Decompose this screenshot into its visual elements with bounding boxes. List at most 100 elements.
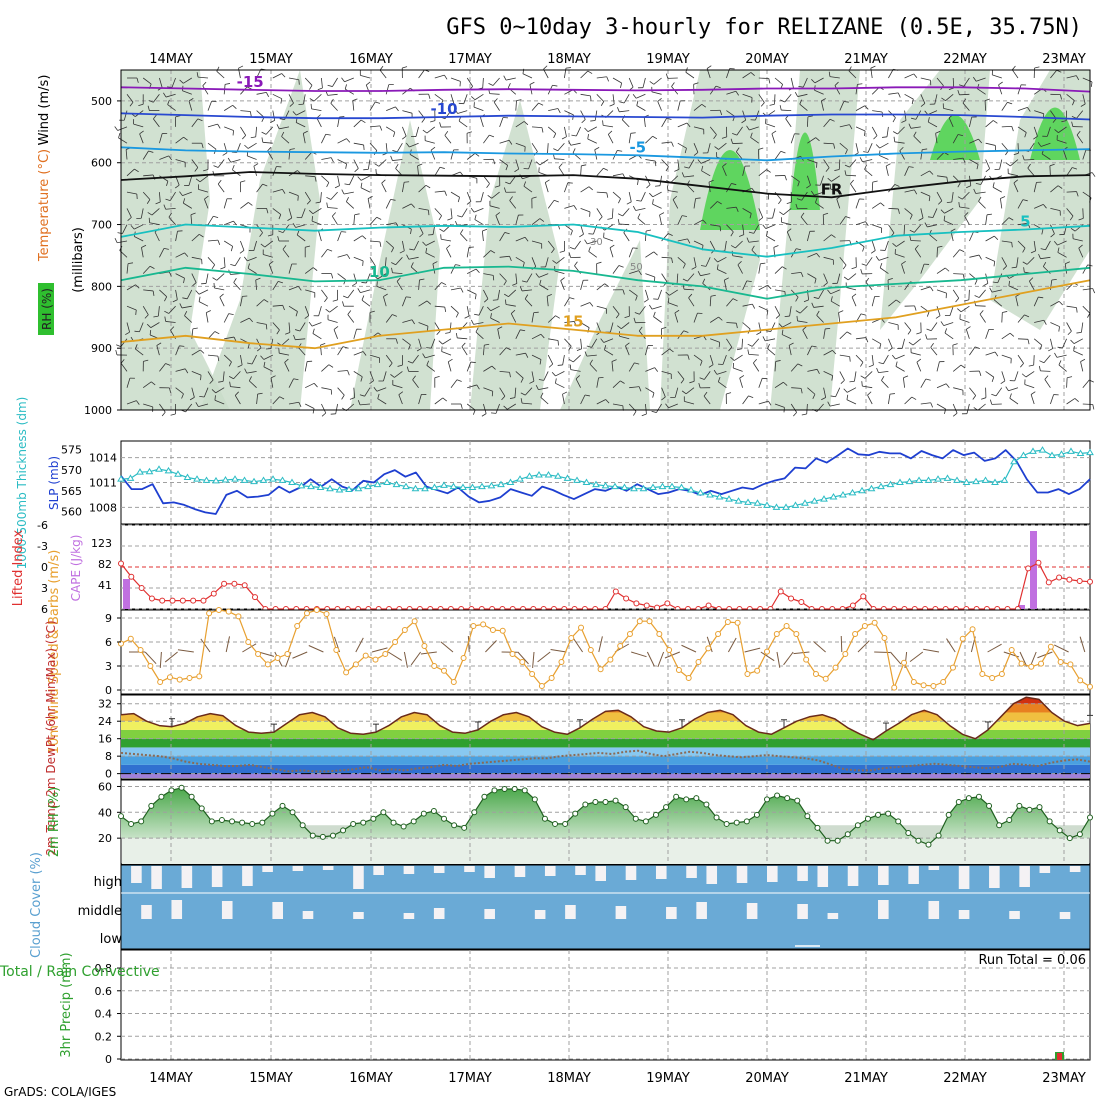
wind-barb <box>934 94 938 105</box>
wind-barb-flag <box>294 329 301 332</box>
wind-barb-flag <box>767 343 770 349</box>
wind-barb-flag <box>509 196 513 201</box>
wind-speed-marker <box>852 631 859 637</box>
wind-barb <box>807 253 817 258</box>
wind-barb <box>596 322 601 332</box>
rh-marker <box>864 815 871 822</box>
wind-barb-flag <box>605 399 610 404</box>
wind-barb-flag <box>870 250 876 254</box>
wind-barb <box>659 214 662 225</box>
wind-barb <box>304 151 313 160</box>
bottom-date-label: 14MAY <box>149 1071 193 1086</box>
wind-barb-flag <box>555 378 557 384</box>
wind-barb-flag <box>788 342 794 346</box>
wind-barb-flag <box>281 73 286 78</box>
thickness-marker <box>117 475 125 482</box>
wind-barb-flag <box>298 402 302 407</box>
wind-barb <box>377 273 387 280</box>
wind-barb <box>483 175 490 184</box>
thickness-marker <box>506 478 515 485</box>
wind-barb-flag <box>950 228 956 232</box>
wind-barb <box>304 306 310 316</box>
wind-barb-flag <box>504 232 510 235</box>
wind-barb-flag <box>444 190 447 196</box>
wind-barb-flag <box>362 351 367 356</box>
wind-barb <box>953 387 963 391</box>
wind-barb-flag <box>181 393 184 399</box>
wind-barb <box>191 159 199 168</box>
bottom-date-label: 17MAY <box>448 1071 492 1086</box>
wind-barb-flag <box>397 364 403 367</box>
wind-speed-marker <box>1087 683 1093 690</box>
wind-barb-flag <box>506 347 511 351</box>
wind-barb-flag <box>230 263 236 267</box>
wind-barb <box>376 285 387 291</box>
wind-barb-flag <box>568 358 574 363</box>
wind-barb-flag <box>957 308 962 313</box>
wind-barb-flag <box>447 217 453 221</box>
wind-barb-flag <box>204 195 209 200</box>
rh-marker <box>996 822 1003 829</box>
lifted-index-marker <box>633 600 640 607</box>
wind-barb <box>395 257 403 265</box>
wind-barb-flag <box>289 148 295 150</box>
wind-barb <box>478 306 484 316</box>
bottom-date-label: 20MAY <box>745 1071 789 1086</box>
wind-barb <box>914 248 922 258</box>
wind-barb <box>461 208 468 218</box>
wind-barb-flag <box>879 263 883 268</box>
rh-marker <box>340 827 347 834</box>
wind-barb <box>515 329 521 339</box>
wind-barb-flag <box>1023 267 1025 273</box>
wind-barb <box>473 322 484 325</box>
wind-barb-flag <box>989 287 993 293</box>
wind-barb-flag <box>888 347 893 352</box>
wind-speed-marker <box>1018 660 1025 667</box>
wind-barb <box>628 289 638 297</box>
wind-barb-flag <box>622 289 625 295</box>
wind-barb <box>717 269 727 274</box>
wind-barb <box>360 289 371 294</box>
wind-barb <box>531 240 542 244</box>
rh-marker <box>784 795 791 802</box>
wind-barb-flag <box>1002 265 1007 270</box>
wind-barb <box>1066 208 1074 217</box>
wind-barb-flag <box>659 212 665 216</box>
wind-barb-flag <box>830 395 836 398</box>
wind-barb <box>936 247 938 258</box>
wind-barb <box>207 354 218 357</box>
wind-barb-flag <box>611 359 617 362</box>
wind-barb-flag <box>352 282 357 287</box>
wind-barb-flag <box>636 100 639 106</box>
wind-barb <box>586 354 597 357</box>
wind-barb-flag <box>626 201 632 205</box>
wind-barb-flag <box>666 117 672 120</box>
wind-barb <box>1064 263 1067 274</box>
wind-barb <box>515 214 519 225</box>
wind-barb-flag <box>309 85 313 90</box>
wind-barb <box>872 224 882 229</box>
wind-barb <box>153 118 160 128</box>
wind-barb <box>774 306 781 316</box>
wind-barb <box>976 77 986 82</box>
contour-label: 15 <box>563 313 584 331</box>
wind-barb-flag <box>188 98 194 102</box>
wind-barb <box>353 256 364 262</box>
wind-barb <box>573 354 581 363</box>
wind-barb <box>402 296 407 307</box>
wind-barb-flag <box>962 157 966 163</box>
wind-barb-flag <box>646 184 651 189</box>
wind-barb <box>881 380 889 388</box>
wind-barb <box>992 186 1002 193</box>
wind-barb-flag <box>816 310 820 316</box>
wind-barb-flag <box>346 254 351 260</box>
wind-barb <box>1024 384 1035 389</box>
wind-barb <box>855 240 865 248</box>
wind-barb-flag <box>821 98 826 102</box>
wind-barb-flag <box>292 222 296 228</box>
wind-barb <box>450 264 456 274</box>
wind-barb-flag <box>232 164 235 170</box>
wind-barb <box>204 198 209 209</box>
cloud-high-clear <box>595 866 606 881</box>
